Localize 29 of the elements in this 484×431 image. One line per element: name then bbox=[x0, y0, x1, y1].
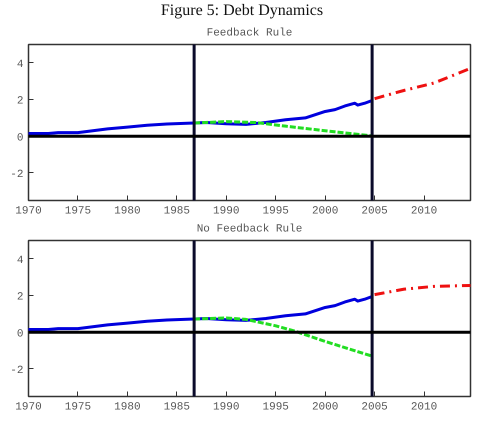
x-tick-label: 2010 bbox=[410, 206, 438, 218]
x-tick-label: 1975 bbox=[64, 206, 92, 218]
x-tick-label: 2010 bbox=[410, 402, 438, 414]
y-tick-label: 0 bbox=[16, 132, 24, 144]
y-tick-label: 2 bbox=[16, 96, 24, 108]
x-tick-label: 1985 bbox=[164, 206, 190, 218]
x-tick-label: 2005 bbox=[361, 402, 388, 414]
y-tick-label: 2 bbox=[16, 292, 24, 304]
x-tick-label: 2000 bbox=[312, 206, 338, 218]
x-tick-label: 1995 bbox=[262, 206, 289, 218]
x-tick-label: 1990 bbox=[213, 402, 240, 414]
y-tick-label: 0 bbox=[16, 328, 24, 340]
x-tick-label: 1995 bbox=[262, 402, 289, 414]
x-tick-label: 1985 bbox=[164, 402, 190, 414]
y-tick-label: -2 bbox=[10, 364, 24, 377]
x-tick-label: 2000 bbox=[312, 402, 338, 414]
x-tick-label: 1980 bbox=[114, 402, 141, 414]
x-tick-label: 1970 bbox=[15, 206, 42, 218]
x-tick-label: 2005 bbox=[361, 206, 388, 218]
x-tick-label: 1975 bbox=[64, 402, 92, 414]
x-tick-label: 1990 bbox=[213, 206, 240, 218]
chart-title: Figure 5: Debt Dynamics bbox=[160, 1, 324, 21]
x-tick-label: 1970 bbox=[15, 402, 42, 414]
y-tick-label: 4 bbox=[16, 58, 24, 71]
chart-subtitle: No Feedback Rule bbox=[196, 224, 302, 236]
y-tick-label: 4 bbox=[16, 254, 24, 267]
x-tick-label: 1980 bbox=[114, 206, 141, 218]
y-tick-label: -2 bbox=[10, 168, 24, 181]
chart-subtitle: Feedback Rule bbox=[206, 28, 292, 40]
